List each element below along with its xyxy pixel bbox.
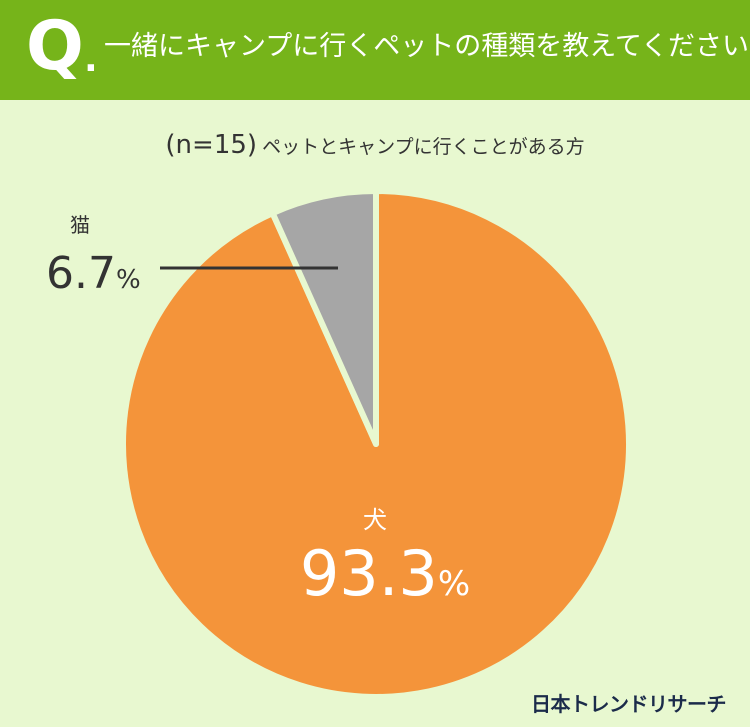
subtitle-text: ペットとキャンプに行くことがある方 <box>262 136 585 158</box>
cat-value-label: 6.7% <box>46 248 141 299</box>
question-header: Q . 一緒にキャンプに行くペットの種類を教えてください。 <box>0 0 750 100</box>
cat-slice <box>269 188 379 447</box>
sample-size: (n=15) <box>165 130 258 160</box>
q-mark: Q <box>26 7 84 86</box>
dog-value-label: 93.3% <box>300 537 470 610</box>
brand-logo: 日本トレンドリサーチ <box>531 692 727 716</box>
q-dot: . <box>84 39 98 80</box>
question-text: 一緒にキャンプに行くペットの種類を教えてください。 <box>104 31 750 62</box>
cat-label: 猫 <box>70 213 90 237</box>
chart-subtitle: (n=15) ペットとキャンプに行くことがある方 <box>0 130 750 160</box>
dog-label: 犬 <box>363 506 387 534</box>
